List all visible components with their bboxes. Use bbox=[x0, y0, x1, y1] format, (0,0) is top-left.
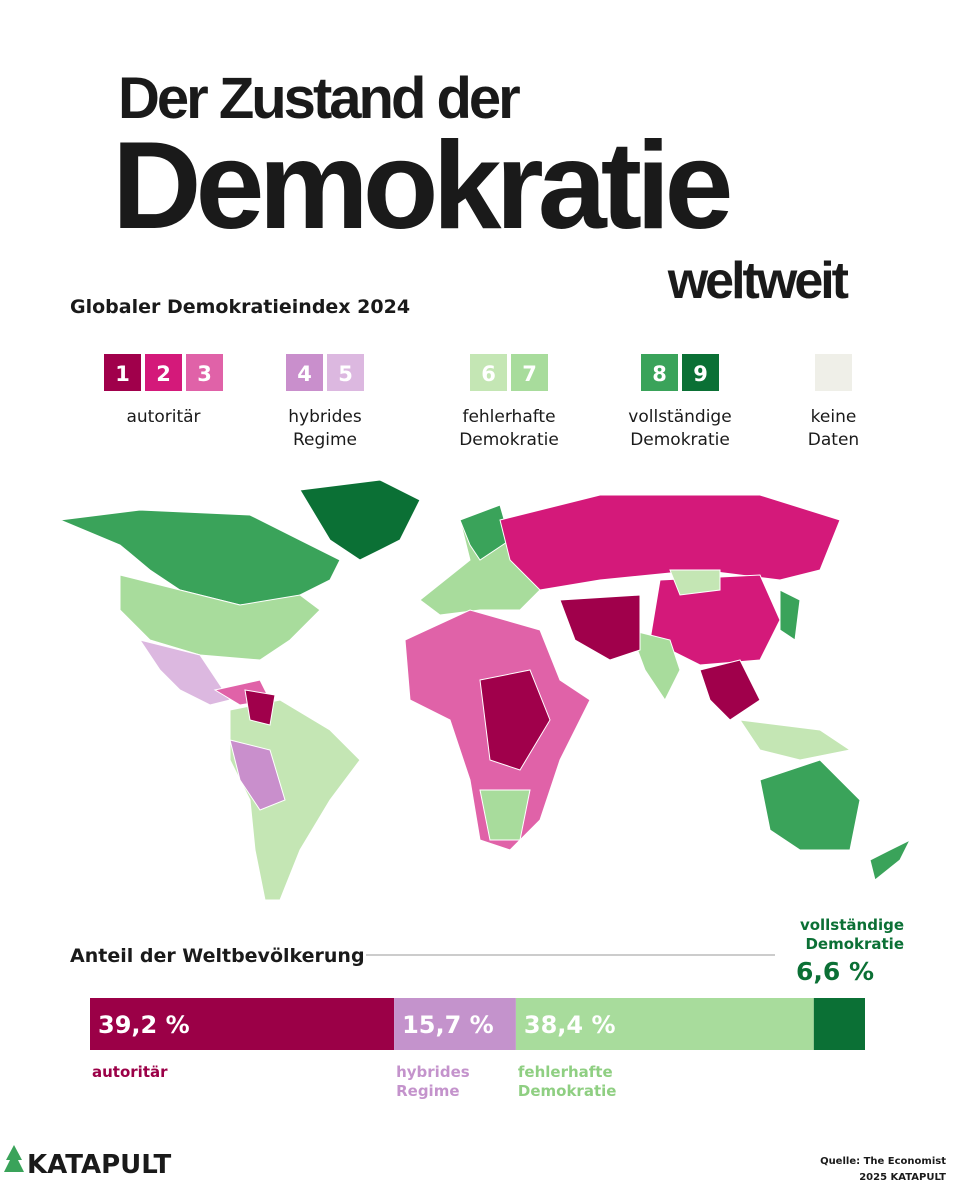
segment-label: autoritär bbox=[92, 1063, 168, 1081]
segment-label: hybrides bbox=[396, 1063, 470, 1081]
world-map bbox=[58, 479, 912, 901]
australia bbox=[759, 759, 861, 851]
population-title: Anteil der Weltbevölkerung bbox=[70, 945, 365, 967]
title-line: Der Zustand der bbox=[118, 66, 520, 131]
segment-label: fehlerhafte bbox=[518, 1063, 613, 1081]
value-label: 38,4 % bbox=[524, 1011, 616, 1039]
value-label: 39,2 % bbox=[98, 1011, 190, 1039]
legend-label: Demokratie bbox=[630, 430, 730, 450]
logo-text: KATAPULT bbox=[27, 1150, 172, 1180]
russia bbox=[499, 494, 841, 591]
value-label: 15,7 % bbox=[402, 1011, 494, 1039]
segment-label: Demokratie bbox=[805, 935, 904, 953]
central-africa bbox=[479, 669, 551, 771]
canada bbox=[58, 509, 341, 606]
legend-swatch bbox=[815, 354, 852, 391]
new-zealand bbox=[869, 838, 912, 881]
legend-swatch bbox=[286, 354, 323, 391]
legend-swatch bbox=[104, 354, 141, 391]
legend-label: Demokratie bbox=[459, 430, 559, 450]
venezuela bbox=[244, 689, 276, 726]
legend-key: 8 bbox=[652, 362, 667, 386]
bar-segment bbox=[813, 998, 865, 1050]
legend-key: 5 bbox=[338, 362, 353, 386]
mongolia bbox=[669, 569, 721, 596]
legend-label: vollständige bbox=[628, 407, 731, 427]
southeast-asia bbox=[699, 659, 761, 721]
legend-label: Daten bbox=[808, 430, 859, 450]
value-label: 6,6 % bbox=[796, 957, 874, 986]
andes bbox=[229, 739, 286, 811]
legend-key: 6 bbox=[481, 362, 496, 386]
middle-east bbox=[559, 594, 641, 661]
legend-swatch bbox=[641, 354, 678, 391]
legend-key: 9 bbox=[693, 362, 708, 386]
bar-segment bbox=[515, 998, 814, 1050]
legend-key: 4 bbox=[297, 362, 312, 386]
legend-label: hybrides bbox=[288, 407, 362, 427]
legend-label: Regime bbox=[293, 430, 357, 450]
india bbox=[629, 629, 681, 701]
southern-africa bbox=[479, 789, 531, 841]
scandinavia bbox=[459, 504, 511, 561]
legend-swatch bbox=[511, 354, 548, 391]
mexico bbox=[138, 639, 231, 706]
japan bbox=[779, 589, 801, 641]
legend-key: 7 bbox=[522, 362, 537, 386]
legend-swatch bbox=[145, 354, 182, 391]
legend-swatch bbox=[470, 354, 507, 391]
logo-icon bbox=[4, 1145, 24, 1172]
legend-key: 3 bbox=[197, 362, 212, 386]
source: Quelle: The Economist bbox=[820, 1156, 946, 1167]
legend-label: autoritär bbox=[126, 407, 200, 427]
usa bbox=[119, 574, 321, 661]
title-line: Demokratie bbox=[112, 117, 729, 255]
legend-key: 1 bbox=[115, 362, 130, 386]
south-america bbox=[229, 699, 361, 901]
segment-label: vollständige bbox=[800, 916, 904, 934]
legend-swatch bbox=[327, 354, 364, 391]
segment-label: Regime bbox=[396, 1082, 459, 1100]
indonesia bbox=[738, 719, 852, 761]
legend-label: fehlerhafte bbox=[462, 407, 555, 427]
greenland bbox=[299, 479, 421, 561]
copyright: 2025 KATAPULT bbox=[859, 1172, 946, 1183]
legend-key: 2 bbox=[156, 362, 171, 386]
legend-label: keine bbox=[811, 407, 857, 427]
subtitle: Globaler Demokratieindex 2024 bbox=[70, 296, 410, 318]
legend-swatch bbox=[682, 354, 719, 391]
legend: 1 2 3 autoritär 4 5 hybrides Regime 6 7 fehlerhaft… bbox=[104, 354, 859, 450]
bar-segment bbox=[394, 998, 516, 1050]
title-line: weltweit bbox=[667, 252, 849, 310]
legend-swatch bbox=[186, 354, 223, 391]
logo: KATAPULT bbox=[4, 1145, 172, 1180]
bar-segment bbox=[90, 998, 395, 1050]
segment-label: Demokratie bbox=[518, 1082, 617, 1100]
